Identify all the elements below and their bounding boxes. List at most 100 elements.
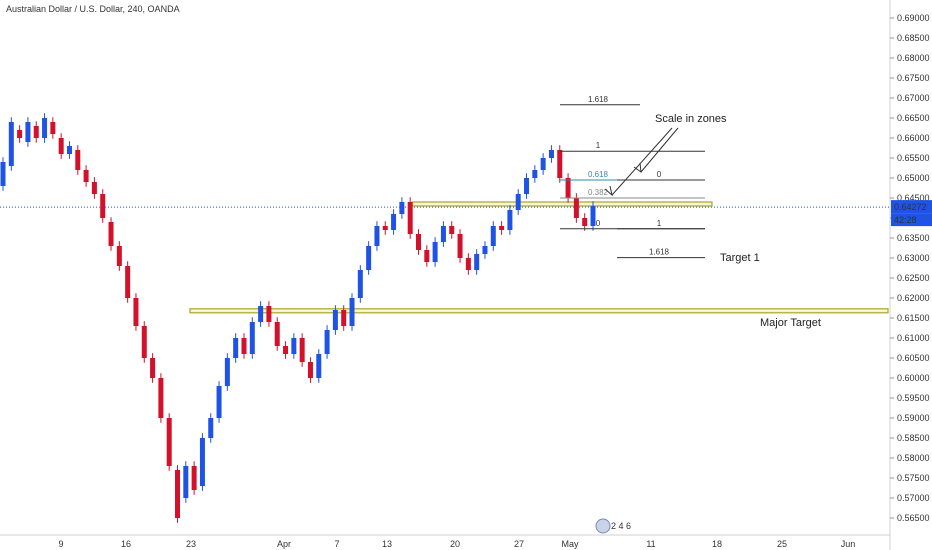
candle-body <box>0 162 6 186</box>
candle-body <box>75 150 81 170</box>
candle-body <box>432 242 438 262</box>
y-tick-label: 0.61500 <box>897 313 930 323</box>
resistance-zone <box>411 201 713 207</box>
candle-body <box>91 182 97 194</box>
candle-body <box>573 198 579 218</box>
candle-body <box>166 418 172 466</box>
candle-body <box>33 126 39 138</box>
y-tick-label: 0.57500 <box>897 473 930 483</box>
candle-body <box>449 226 455 234</box>
y-tick-label: 0.66000 <box>897 133 930 143</box>
candle-body <box>299 338 305 362</box>
candle-body <box>100 194 106 218</box>
annotation-major-target: Major Target <box>760 317 821 329</box>
candle-body <box>482 246 488 254</box>
x-tick-label: 9 <box>58 539 63 549</box>
y-tick-label: 0.69000 <box>897 13 930 23</box>
chart-title: Australian Dollar / U.S. Dollar, 240, OA… <box>6 4 180 14</box>
y-tick-label: 0.68000 <box>897 53 930 63</box>
candle-body <box>50 122 56 134</box>
arrow-head <box>604 185 613 197</box>
y-tick-label: 0.63500 <box>897 233 930 243</box>
candle-body <box>158 378 164 418</box>
fib-upper-label: 0.382 <box>588 188 609 197</box>
annotation-scale: Scale in zones <box>655 113 727 125</box>
candle-body <box>83 170 89 182</box>
candle-body <box>125 266 131 298</box>
major-target-zone <box>189 308 889 314</box>
candle-body <box>565 178 571 198</box>
candle-body <box>58 138 64 154</box>
y-tick-label: 0.60500 <box>897 353 930 363</box>
candle-body <box>150 358 156 378</box>
candle-body <box>133 298 139 326</box>
candle-body <box>191 466 197 490</box>
candle-body <box>291 338 297 354</box>
news-badge-icon <box>595 518 611 534</box>
x-tick-label: 16 <box>121 539 131 549</box>
candle-body <box>557 150 563 178</box>
candle-body <box>283 346 289 354</box>
countdown-text: 42:28 <box>894 215 917 225</box>
candle-body <box>366 246 372 270</box>
x-tick-label: 23 <box>186 539 196 549</box>
candle-body <box>66 146 72 154</box>
y-tick-label: 0.68500 <box>897 33 930 43</box>
candle-body <box>357 270 363 298</box>
annotation-target1: Target 1 <box>720 252 760 264</box>
x-tick-label: 18 <box>712 539 722 549</box>
arrow-line <box>611 127 673 196</box>
candle-body <box>515 194 521 210</box>
y-tick-label: 0.67500 <box>897 73 930 83</box>
candle-body <box>582 218 588 226</box>
fib-upper-label: 1.618 <box>588 95 609 104</box>
arrow-line <box>640 127 679 173</box>
y-tick-label: 0.58500 <box>897 433 930 443</box>
candle-body <box>258 306 264 322</box>
candle-body <box>42 118 48 138</box>
candle-body <box>316 354 322 378</box>
candle-body <box>266 306 272 322</box>
candle-body <box>233 338 239 358</box>
y-tick-label: 0.66500 <box>897 113 930 123</box>
x-tick-label: 20 <box>450 539 460 549</box>
candle-body <box>274 322 280 346</box>
candle-body <box>241 338 247 354</box>
y-tick-label: 0.64500 <box>897 193 930 203</box>
candle-body <box>116 246 122 266</box>
y-tick-label: 0.62500 <box>897 273 930 283</box>
y-tick-label: 0.58000 <box>897 453 930 463</box>
x-tick-label: Jun <box>841 539 856 549</box>
candle-body <box>183 466 189 498</box>
x-tick-label: 7 <box>334 539 339 549</box>
candle-body <box>324 330 330 354</box>
candle-body <box>532 170 538 178</box>
candle-body <box>307 362 313 378</box>
news-badge-text: 2 4 6 <box>611 521 631 531</box>
x-tick-label: Apr <box>277 539 291 549</box>
y-tick-label: 0.63000 <box>897 253 930 263</box>
arrow-head <box>633 162 642 174</box>
candle-body <box>199 438 205 486</box>
x-tick-label: May <box>561 539 579 549</box>
candle-body <box>216 386 222 418</box>
y-tick-label: 0.61000 <box>897 333 930 343</box>
candle-body <box>490 226 496 246</box>
y-tick-label: 0.56500 <box>897 513 930 523</box>
candle-body <box>175 470 181 518</box>
candle-body <box>108 222 114 246</box>
current-price-badge <box>891 200 932 214</box>
fib-lower-label: 0 <box>657 170 662 179</box>
candle-body <box>548 150 554 158</box>
candle-body <box>208 418 214 438</box>
x-tick-label: 27 <box>514 539 524 549</box>
y-tick-label: 0.62000 <box>897 293 930 303</box>
fib-upper-label: 0.618 <box>588 170 609 179</box>
fib-lower-label: 1.618 <box>649 248 670 257</box>
x-tick-label: 13 <box>382 539 392 549</box>
y-tick-label: 0.65000 <box>897 173 930 183</box>
candle-body <box>25 122 31 142</box>
